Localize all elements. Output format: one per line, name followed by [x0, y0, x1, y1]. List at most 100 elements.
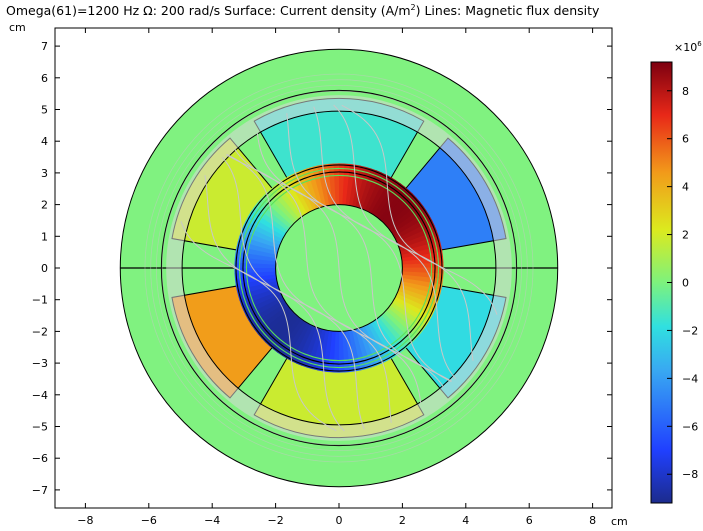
field-line — [221, 156, 365, 430]
rotor-ring-outline — [242, 171, 436, 365]
y-tick-label: 1 — [41, 230, 48, 243]
y-axis-unit: cm — [9, 21, 26, 34]
rotor-band-segment — [338, 163, 345, 205]
field-line — [286, 113, 452, 383]
colorbar-tick-label: −2 — [682, 324, 698, 337]
rotor-ring-outline — [238, 167, 440, 369]
rotor-band-segment — [234, 251, 277, 262]
y-tick-label: 5 — [41, 104, 48, 117]
field-line — [150, 79, 528, 457]
rotor-band-segment — [316, 164, 330, 207]
rotor-band-segment — [400, 280, 442, 296]
x-tick-label: 0 — [336, 514, 343, 527]
field-line — [226, 153, 392, 423]
rotor-band-segment — [322, 330, 333, 373]
rotor-band-segment — [239, 230, 280, 249]
y-tick-label: −4 — [32, 389, 48, 402]
y-tick-label: −3 — [32, 357, 48, 370]
rotor-band-segment — [400, 245, 443, 259]
x-tick-label: 4 — [462, 514, 469, 527]
rotor-band-segment — [301, 327, 320, 368]
colorbar-tick-label: −4 — [682, 372, 698, 385]
rotor-band-segment — [237, 235, 279, 252]
rotor-band-segment — [341, 163, 350, 205]
colorbar-tick-label: 2 — [682, 229, 689, 242]
rotor-band-segment — [398, 230, 439, 249]
chart-title: Omega(61)=1200 Hz Ω: 200 rad/s Surface: … — [6, 3, 600, 19]
airgap-ring — [166, 95, 512, 441]
colorbar-tick-label: −8 — [682, 468, 698, 481]
x-axis-unit: cm — [611, 515, 628, 528]
rotor-band-segment — [398, 287, 439, 306]
colorbar-tick-label: 4 — [682, 181, 689, 194]
rotor-band-segment — [311, 165, 326, 207]
y-tick-label: 3 — [41, 167, 48, 180]
y-tick-label: 6 — [41, 72, 48, 85]
x-tick-label: 8 — [589, 514, 596, 527]
x-tick-label: −4 — [204, 514, 220, 527]
field-line — [234, 148, 444, 388]
y-tick-label: 7 — [41, 40, 48, 53]
rotor-band-segment — [311, 329, 327, 371]
rotor-band-segment — [351, 165, 367, 207]
rotor-band-segment — [358, 168, 377, 209]
rotor-band-segment — [332, 163, 339, 205]
rotor-band-segment — [234, 257, 276, 266]
rotor-band-segment — [402, 267, 444, 274]
x-tick-label: −8 — [77, 514, 93, 527]
rotor-band-segment — [327, 163, 336, 205]
x-tick-label: −6 — [141, 514, 157, 527]
y-tick-label: −6 — [32, 452, 48, 465]
x-tick-label: 2 — [399, 514, 406, 527]
rotor-ring-outline — [245, 174, 433, 362]
y-tick-label: −7 — [32, 484, 48, 497]
y-tick-label: −1 — [32, 294, 48, 307]
field-line — [156, 85, 522, 451]
rotor-band-segment — [239, 287, 280, 306]
colorbar-tick-label: 8 — [682, 85, 689, 98]
field-line — [225, 154, 422, 403]
rotor-band-segment — [401, 274, 444, 285]
y-tick-label: 4 — [41, 135, 48, 148]
field-line — [161, 90, 517, 446]
rotor-band-segment — [348, 329, 362, 372]
rotor-band-segment — [317, 330, 330, 372]
rotor-band-segment — [333, 331, 340, 373]
x-tick-label: 6 — [526, 514, 533, 527]
field-line — [180, 221, 337, 432]
x-tick-label: −2 — [267, 514, 283, 527]
colorbar-multiplier: ×106 — [674, 40, 702, 54]
rotor-band-segment — [345, 163, 356, 206]
field-line — [144, 73, 534, 463]
y-tick-label: 0 — [41, 262, 48, 275]
rotor-band-segment — [339, 331, 346, 373]
y-tick-label: −5 — [32, 421, 48, 434]
rotor-band-segment — [352, 329, 367, 371]
colorbar-tick-label: 0 — [682, 277, 689, 290]
rotor-band-segment — [402, 270, 444, 279]
rotor-band-segment — [236, 240, 278, 256]
field-line — [256, 133, 453, 382]
field-line — [333, 104, 474, 361]
rotor-band-segment — [235, 277, 278, 291]
rotor-band-segment — [355, 166, 372, 208]
colorbar-tick-label: 6 — [682, 133, 689, 146]
field-lines — [144, 73, 534, 463]
colorbar-tick-label: −6 — [682, 420, 698, 433]
rotor-band-segment — [401, 277, 443, 290]
rotor-band-segment — [306, 166, 323, 208]
rotor-band-segment — [234, 262, 276, 269]
rotor-band-segment — [235, 246, 277, 259]
field-line — [204, 175, 345, 432]
stator-bore — [160, 89, 518, 447]
rotor-band-segment — [355, 328, 372, 370]
rotor-band-segment — [342, 331, 351, 373]
rotor-band-segment — [328, 331, 337, 373]
y-tick-label: 2 — [41, 199, 48, 212]
field-line — [341, 104, 498, 315]
colorbar: ×106 8 6 4 2 0 −2 −4 −6 −8 — [650, 40, 702, 504]
rotor-band-segment — [399, 284, 441, 301]
rotor-band-segment — [348, 164, 361, 206]
y-tick-label: −2 — [32, 325, 48, 338]
